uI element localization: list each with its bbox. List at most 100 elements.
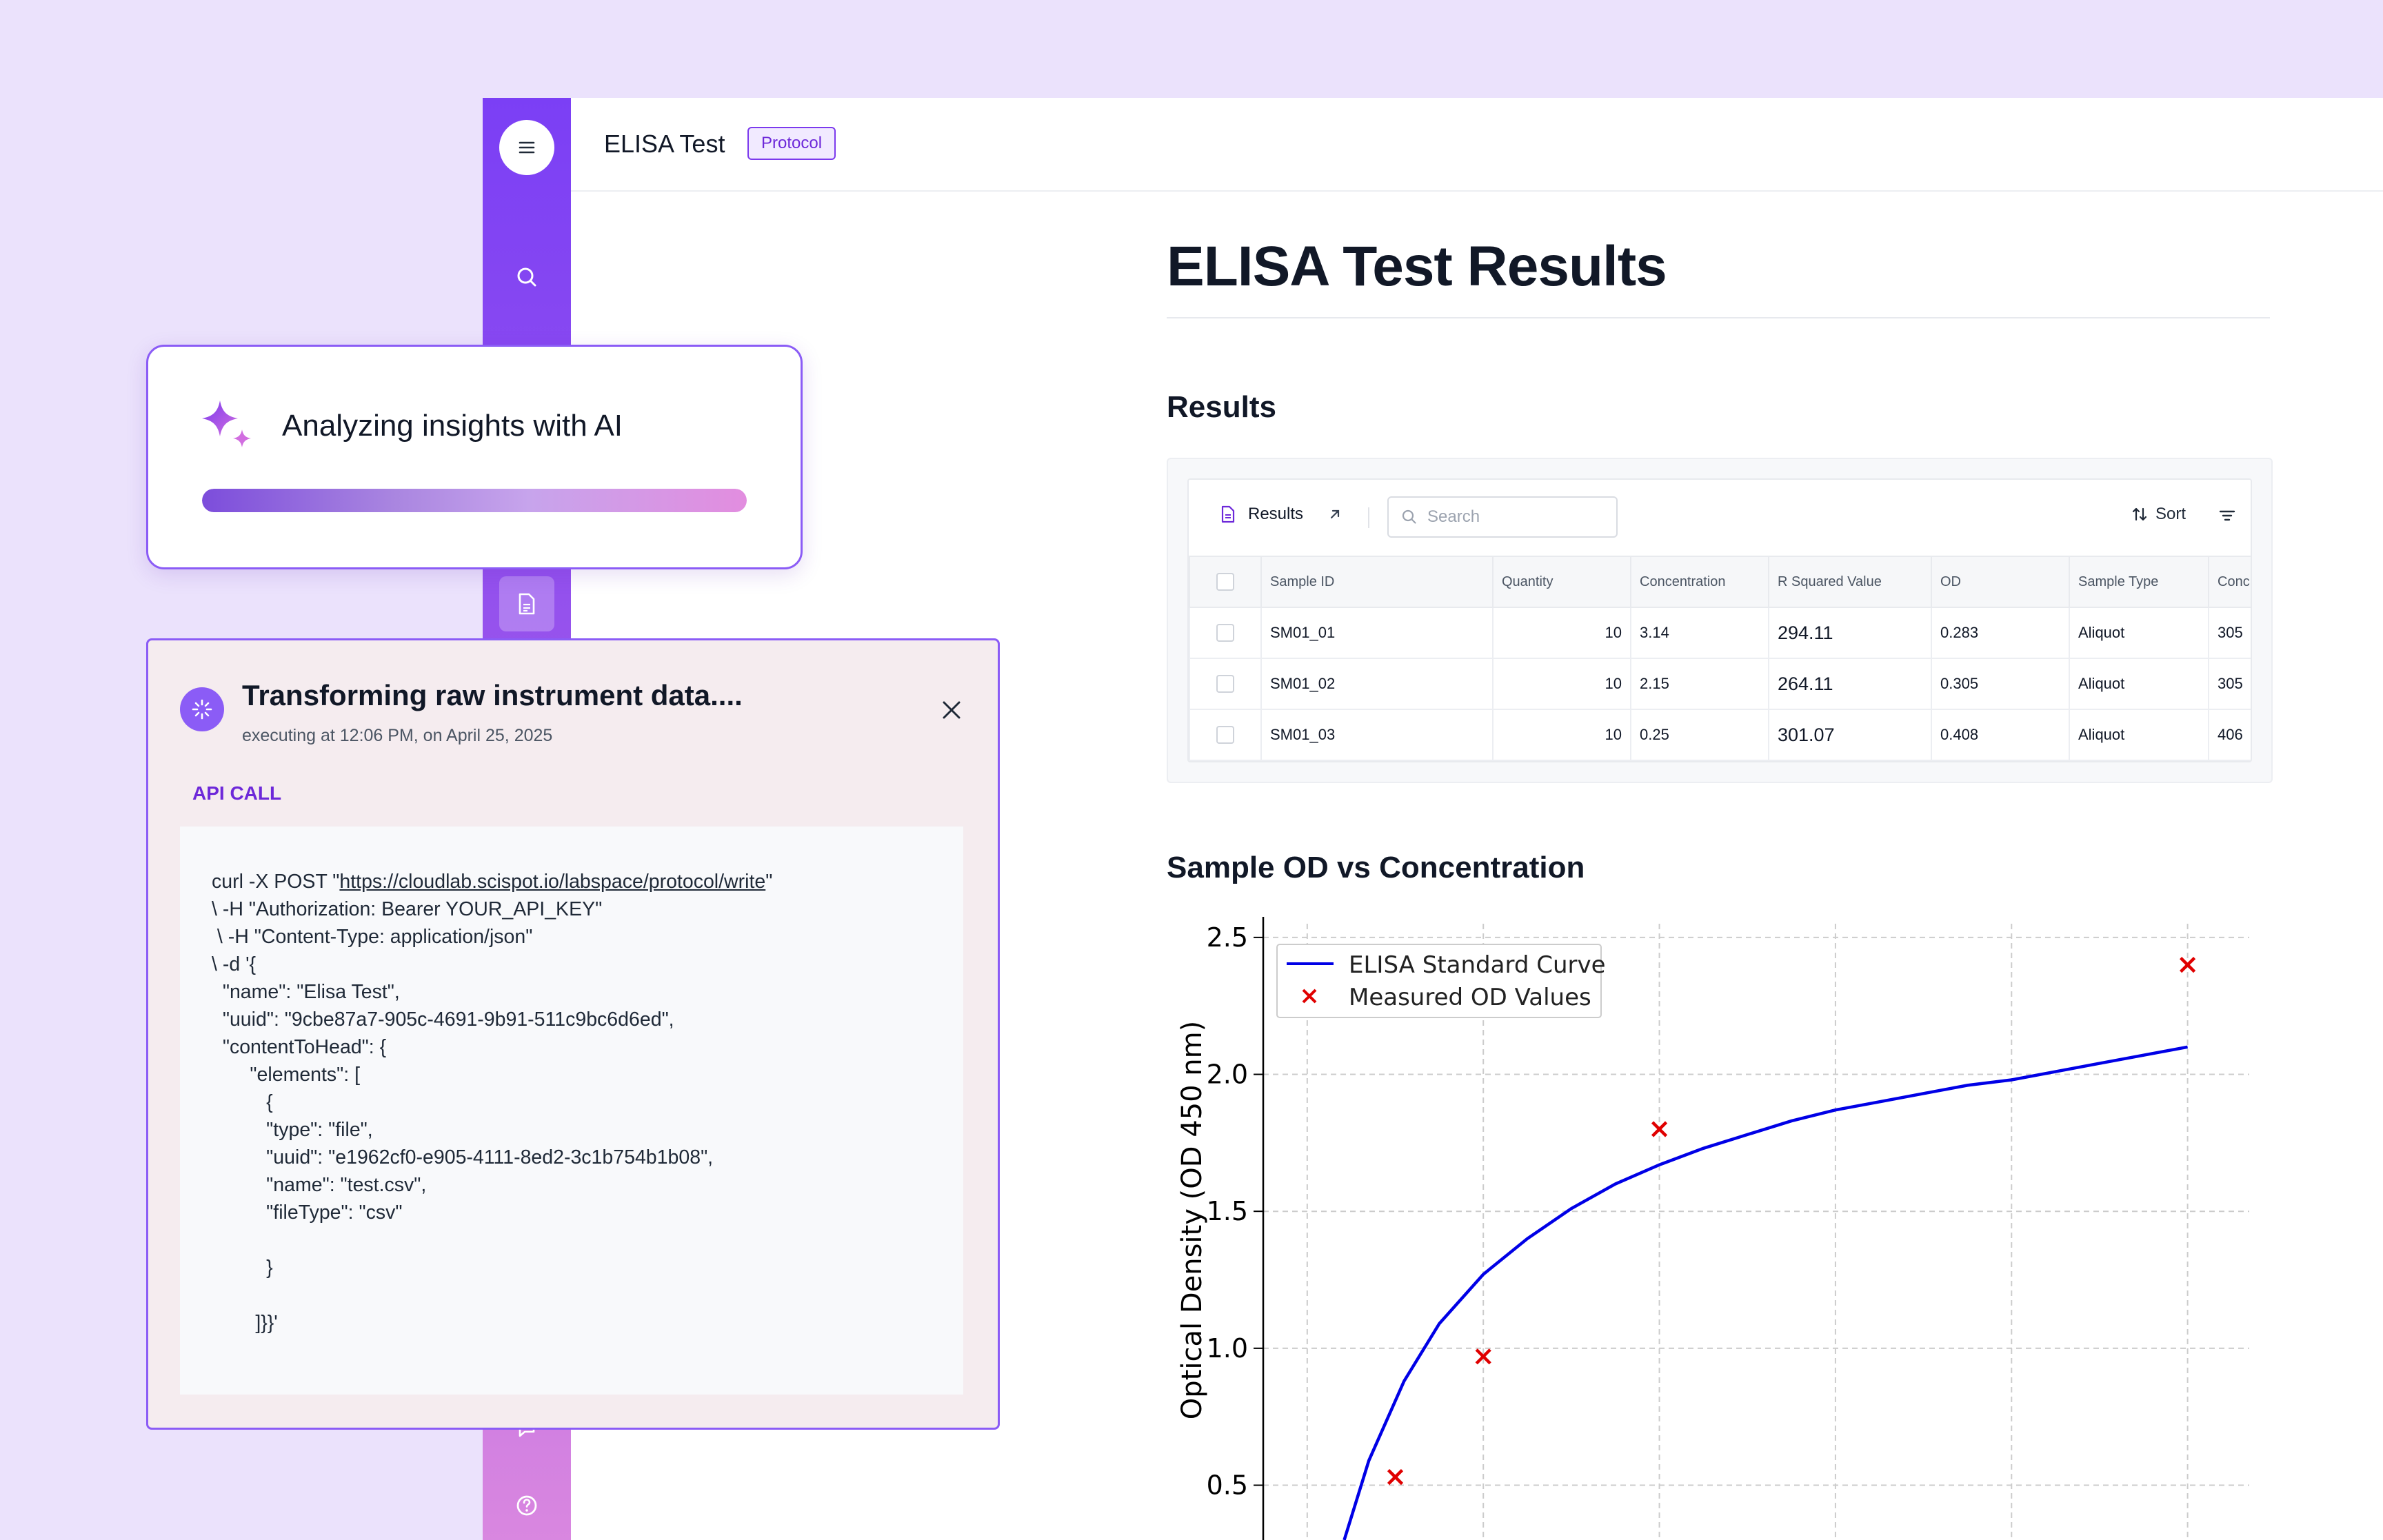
sidebar-help-button[interactable] — [483, 1478, 571, 1533]
y-tick-label: 2.0 — [1207, 1060, 1248, 1090]
row-checkbox[interactable] — [1216, 624, 1234, 642]
column-header[interactable]: R Squared Value — [1768, 556, 1932, 608]
document-title: ELISA Test — [604, 130, 725, 158]
open-external-icon[interactable] — [1327, 506, 1343, 523]
column-header[interactable]: OD — [1931, 556, 2070, 608]
spinner-icon — [192, 699, 212, 720]
column-header[interactable]: Conc — [2208, 556, 2251, 608]
chart-axes: 0.5 1.0 1.5 2.0 2.5 — [1207, 917, 1265, 1540]
sample-id-cell[interactable]: SM01_02 — [1260, 658, 1494, 710]
sample-type-cell[interactable]: Aliquot — [2069, 607, 2209, 659]
conc-cell[interactable]: 406 — [2208, 709, 2251, 761]
api-call-label: API CALL — [192, 782, 282, 804]
loading-spinner-icon — [180, 687, 224, 731]
table-row[interactable]: SM01_01 10 3.14 294.11 0.283 Aliquot 305 — [1189, 607, 2251, 659]
chart-heading: Sample OD vs Concentration — [1167, 851, 1585, 884]
quantity-cell[interactable]: 10 — [1492, 658, 1631, 710]
search-icon — [517, 267, 536, 287]
r-squared-cell[interactable]: 301.07 — [1768, 709, 1932, 761]
data-point-measured — [1651, 1121, 1668, 1137]
data-table: Sample ID Quantity Concentration R Squar… — [1189, 556, 2251, 761]
sample-id-cell[interactable]: SM01_01 — [1260, 607, 1494, 659]
legend-label-measured: Measured OD Values — [1349, 984, 1591, 1011]
data-point-measured — [2180, 957, 2196, 973]
quantity-cell[interactable]: 10 — [1492, 607, 1631, 659]
search-input[interactable] — [1426, 507, 1608, 527]
select-all-cell[interactable] — [1189, 556, 1262, 608]
endpoint-link[interactable]: https://cloudlab.scispot.io/labspace/pro… — [339, 871, 766, 893]
sparkle-icon — [202, 401, 251, 447]
chart-grid — [1263, 924, 2249, 1540]
od-cell[interactable]: 0.283 — [1931, 607, 2070, 659]
title-divider — [1167, 317, 2270, 318]
quantity-cell[interactable]: 10 — [1492, 709, 1631, 761]
menu-icon — [519, 141, 535, 154]
chart-legend: ELISA Standard Curve Measured OD Values — [1276, 944, 1606, 1018]
transform-timestamp: executing at 12:06 PM, on April 25, 2025 — [242, 726, 553, 745]
y-tick-label: 0.5 — [1207, 1470, 1248, 1501]
r-squared-cell[interactable]: 264.11 — [1768, 658, 1932, 710]
ai-analysis-card: Analyzing insights with AI — [146, 345, 803, 569]
results-heading: Results — [1167, 390, 1276, 424]
document-icon — [519, 593, 535, 615]
sample-type-cell[interactable]: Aliquot — [2069, 658, 2209, 710]
od-cell[interactable]: 0.305 — [1931, 658, 2070, 710]
ai-progress-bar — [202, 489, 747, 512]
results-table: Results Sort — [1187, 478, 2252, 762]
filter-button[interactable] — [2218, 506, 2237, 529]
column-header[interactable]: Sample ID — [1260, 556, 1494, 608]
sidebar-search-button[interactable] — [483, 250, 571, 305]
file-icon — [1221, 505, 1235, 523]
y-axis-label: Optical Density (OD 450 nm) — [1176, 1021, 1208, 1419]
y-tick-label: 1.5 — [1207, 1196, 1248, 1226]
column-header[interactable]: Quantity — [1492, 556, 1631, 608]
row-checkbox[interactable] — [1216, 675, 1234, 693]
sort-icon — [2132, 507, 2147, 521]
search-icon — [1402, 509, 1416, 524]
table-search[interactable] — [1387, 496, 1618, 538]
ai-progress-fill — [202, 489, 747, 512]
row-select-cell[interactable] — [1189, 658, 1262, 710]
y-tick-label: 1.0 — [1207, 1333, 1248, 1364]
column-header[interactable]: Concentration — [1630, 556, 1769, 608]
table-row[interactable]: SM01_03 10 0.25 301.07 0.408 Aliquot 406 — [1189, 709, 2251, 761]
transform-title: Transforming raw instrument data.... — [242, 679, 743, 711]
code-block: curl -X POST "https://cloudlab.scispot.i… — [180, 827, 963, 1395]
data-point-measured — [1387, 1469, 1404, 1486]
code-content: curl -X POST "https://cloudlab.scispot.i… — [212, 868, 772, 1337]
code-command: curl -X POST " — [212, 871, 340, 893]
od-cell[interactable]: 0.408 — [1931, 709, 2070, 761]
data-point-measured — [1475, 1348, 1491, 1365]
menu-button[interactable] — [499, 120, 554, 175]
conc-cell[interactable]: 305 — [2208, 607, 2251, 659]
row-select-cell[interactable] — [1189, 607, 1262, 659]
chart-series — [1343, 957, 2196, 1540]
sort-label: Sort — [2155, 505, 2186, 523]
r-squared-cell[interactable]: 294.11 — [1768, 607, 1932, 659]
y-tick-label: 2.5 — [1207, 922, 1248, 953]
concentration-cell[interactable]: 3.14 — [1630, 607, 1769, 659]
select-all-checkbox[interactable] — [1216, 573, 1234, 591]
row-select-cell[interactable] — [1189, 709, 1262, 761]
concentration-cell[interactable]: 0.25 — [1630, 709, 1769, 761]
concentration-cell[interactable]: 2.15 — [1630, 658, 1769, 710]
code-body: \ -H "Authorization: Bearer YOUR_API_KEY… — [212, 898, 714, 1334]
series-line-standard-curve — [1343, 1045, 2189, 1540]
conc-cell[interactable]: 305 — [2208, 658, 2251, 710]
sort-button[interactable]: Sort — [2131, 505, 2186, 524]
sidebar-document-button[interactable] — [499, 576, 554, 631]
legend-box — [1276, 944, 1602, 1018]
row-checkbox[interactable] — [1216, 726, 1234, 744]
protocol-badge[interactable]: Protocol — [747, 127, 836, 160]
transform-task-card: Transforming raw instrument data.... exe… — [146, 638, 1000, 1430]
close-icon[interactable] — [940, 698, 963, 722]
table-row[interactable]: SM01_02 10 2.15 264.11 0.305 Aliquot 305 — [1189, 658, 2251, 710]
code-command-end: " — [765, 871, 773, 893]
column-header[interactable]: Sample Type — [2069, 556, 2209, 608]
results-tab[interactable]: Results — [1220, 505, 1343, 524]
page-title: ELISA Test Results — [1167, 235, 1667, 298]
toolbar-divider — [1368, 507, 1369, 528]
sample-id-cell[interactable]: SM01_03 — [1260, 709, 1494, 761]
sample-type-cell[interactable]: Aliquot — [2069, 709, 2209, 761]
legend-label-curve: ELISA Standard Curve — [1349, 951, 1606, 979]
